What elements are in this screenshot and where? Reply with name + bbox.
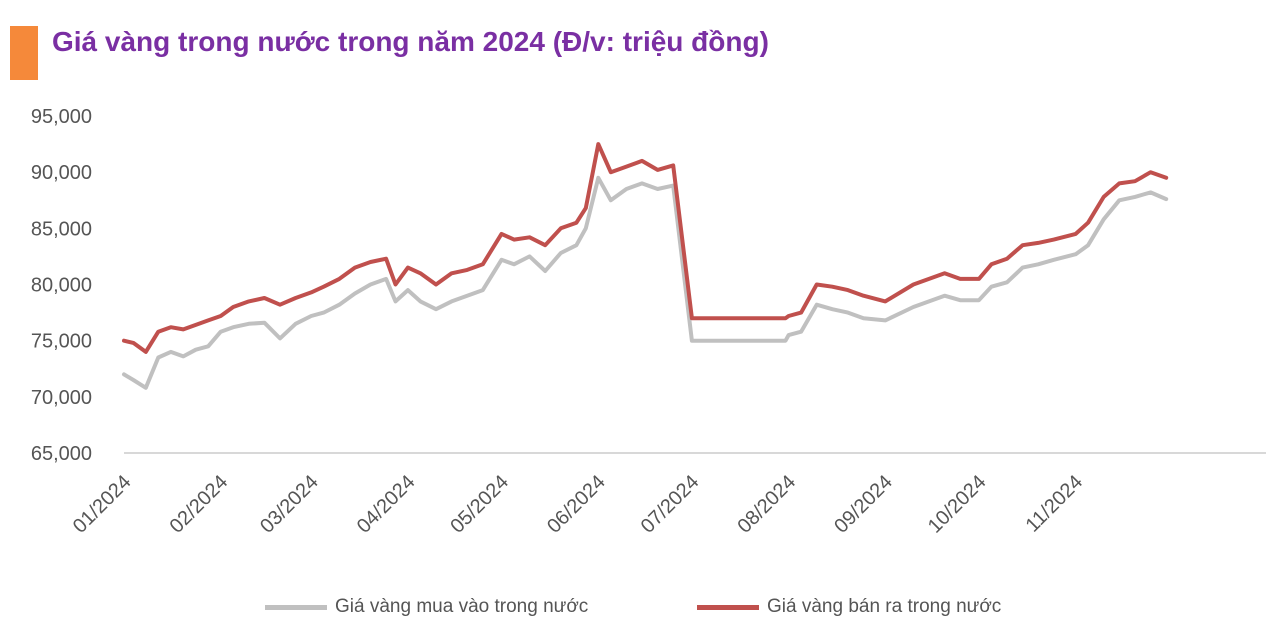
x-tick-label: 10/2024 (924, 471, 991, 538)
y-tick-label: 65,000 (31, 443, 92, 465)
y-tick-label: 70,000 (31, 387, 92, 409)
x-tick-label: 02/2024 (166, 471, 233, 538)
y-tick-label: 90,000 (31, 162, 92, 184)
legend-item-buy: Giá vàng mua vào trong nước (265, 596, 588, 618)
legend-label-buy: Giá vàng mua vào trong nước (335, 596, 589, 617)
x-tick-label: 08/2024 (733, 471, 800, 538)
legend-swatch-buy (265, 604, 327, 610)
y-tick-label: 85,000 (31, 218, 92, 240)
x-tick-label: 05/2024 (446, 471, 513, 538)
y-tick-label: 95,000 (31, 106, 92, 128)
x-tick-label: 07/2024 (637, 471, 704, 538)
legend-label-sell: Giá vàng bán ra trong nước (767, 596, 1002, 617)
x-tick-label: 06/2024 (543, 471, 610, 538)
legend-swatch-sell (697, 604, 759, 610)
y-tick-label: 80,000 (31, 275, 92, 297)
y-tick-label: 75,000 (31, 331, 92, 353)
x-tick-label: 09/2024 (830, 471, 897, 538)
x-tick-label: 03/2024 (256, 471, 323, 538)
x-tick-label: 01/2024 (69, 471, 136, 538)
chart-title: Giá vàng trong nước trong năm 2024 (Đ/v:… (52, 26, 769, 57)
title-accent-bar (10, 26, 38, 80)
x-tick-label: 04/2024 (353, 471, 420, 538)
legend-item-sell: Giá vàng bán ra trong nước (697, 596, 1001, 618)
x-tick-label: 11/2024 (1022, 471, 1088, 537)
series-line-sell (122, 142, 1169, 354)
series-line-buy (122, 175, 1169, 390)
